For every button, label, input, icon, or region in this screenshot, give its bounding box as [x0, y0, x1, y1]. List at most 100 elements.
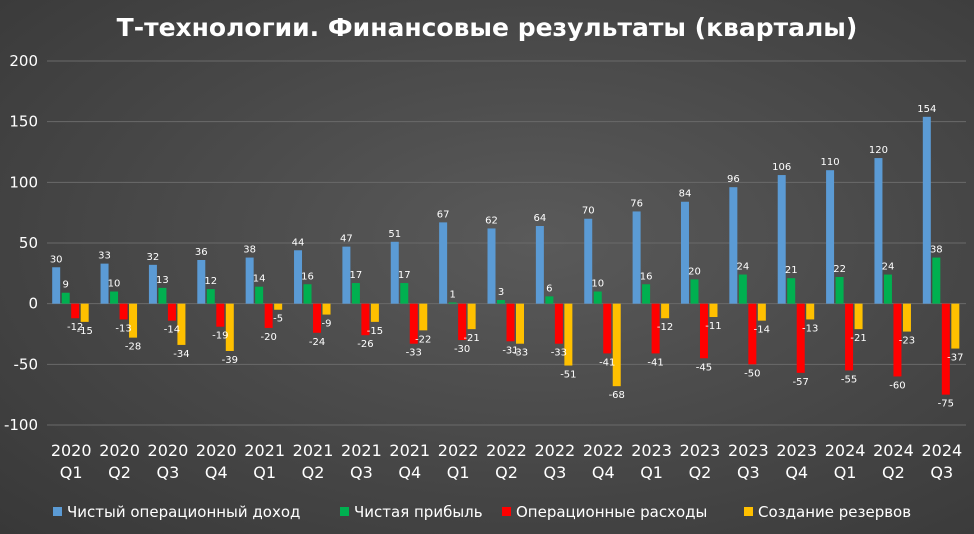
bar [854, 303, 863, 330]
bar [71, 303, 80, 319]
bar [709, 303, 718, 318]
x-tick-year: 2022 [486, 441, 527, 460]
legend-label: Создание резервов [758, 503, 911, 521]
bar [806, 303, 815, 320]
bar [419, 303, 428, 331]
legend-swatch [502, 507, 511, 516]
bar [158, 287, 167, 304]
data-label: -14 [164, 325, 180, 336]
bar [941, 303, 950, 395]
chart-title: Т-технологии. Финансовые результаты (ква… [117, 13, 858, 42]
data-label: 76 [630, 198, 643, 209]
x-tick-quarter: Q1 [253, 463, 276, 482]
data-label: -45 [696, 362, 712, 373]
data-label: -33 [406, 348, 422, 359]
data-label: 21 [785, 265, 798, 276]
data-label: -14 [754, 325, 770, 336]
data-label: 17 [398, 270, 411, 281]
x-tick-year: 2024 [873, 441, 914, 460]
data-label: 9 [62, 280, 68, 291]
data-label: -30 [454, 344, 470, 355]
data-label: 17 [350, 270, 363, 281]
bar [835, 276, 844, 304]
data-label: -15 [77, 326, 93, 337]
bar [206, 289, 215, 304]
legend-swatch [340, 507, 349, 516]
x-tick-year: 2020 [99, 441, 140, 460]
bar [110, 291, 119, 304]
x-tick-quarter: Q3 [737, 463, 760, 482]
data-label: 36 [195, 247, 208, 258]
data-label: 47 [340, 234, 353, 245]
bar [738, 274, 747, 304]
data-label: -51 [560, 370, 576, 381]
data-label: 3 [498, 287, 504, 298]
data-label: 84 [679, 189, 692, 200]
data-label: 13 [156, 275, 169, 286]
bar [874, 158, 883, 304]
bar [777, 175, 786, 304]
bar [80, 303, 89, 322]
x-tick-year: 2020 [148, 441, 189, 460]
x-tick-year: 2021 [293, 441, 334, 460]
data-label: -19 [212, 331, 228, 342]
x-tick-year: 2023 [776, 441, 817, 460]
data-label: 120 [869, 145, 888, 156]
data-label: -12 [67, 322, 83, 333]
y-tick-label: 0 [28, 295, 38, 313]
bar [322, 303, 331, 315]
data-label: 20 [688, 266, 701, 277]
data-label: 96 [727, 174, 740, 185]
x-tick-quarter: Q3 [930, 463, 953, 482]
data-label: 51 [388, 229, 401, 240]
bar [245, 257, 254, 304]
bar [951, 303, 960, 349]
data-label: -33 [551, 348, 567, 359]
data-labels: 309-12-153310-13-283213-14-343612-19-393… [50, 104, 964, 410]
data-label: -57 [793, 377, 809, 388]
x-tick-quarter: Q3 [157, 463, 180, 482]
data-label: -50 [744, 368, 760, 379]
bar [729, 187, 738, 304]
bar [148, 264, 157, 304]
bar [370, 303, 379, 322]
x-tick-quarter: Q2 [108, 463, 131, 482]
data-label: -33 [512, 348, 528, 359]
data-label: -75 [938, 399, 954, 410]
x-tick-quarter: Q2 [689, 463, 712, 482]
data-label: -13 [802, 323, 818, 334]
bar [680, 201, 689, 304]
bar [439, 222, 448, 304]
bar [274, 303, 283, 310]
x-tick-quarter: Q2 [302, 463, 325, 482]
data-label: -31 [502, 345, 518, 356]
x-tick-quarter: Q1 [60, 463, 83, 482]
data-label: -37 [947, 353, 963, 364]
x-tick-year: 2024 [921, 441, 962, 460]
x-tick-year: 2023 [631, 441, 672, 460]
data-label: 6 [546, 283, 552, 294]
data-label: 10 [108, 279, 121, 290]
bar [351, 283, 360, 304]
bar [400, 283, 409, 304]
bar [612, 303, 621, 387]
x-tick-year: 2020 [51, 441, 92, 460]
x-tick-quarter: Q2 [882, 463, 905, 482]
bar [603, 303, 612, 354]
data-label: 67 [437, 209, 450, 220]
data-label: 14 [253, 274, 266, 285]
bar [642, 284, 651, 304]
x-tick-quarter: Q1 [447, 463, 470, 482]
x-tick-quarter: Q3 [543, 463, 566, 482]
y-tick-label: 200 [9, 52, 38, 70]
bar [409, 303, 418, 344]
x-tick-quarter: Q1 [834, 463, 857, 482]
legend-label: Чистая прибыль [354, 503, 483, 521]
bar [100, 263, 109, 304]
data-label: 64 [534, 213, 547, 224]
data-label: 16 [301, 271, 314, 282]
bar [826, 170, 835, 304]
data-label: -11 [705, 321, 721, 332]
data-label: -26 [357, 339, 373, 350]
